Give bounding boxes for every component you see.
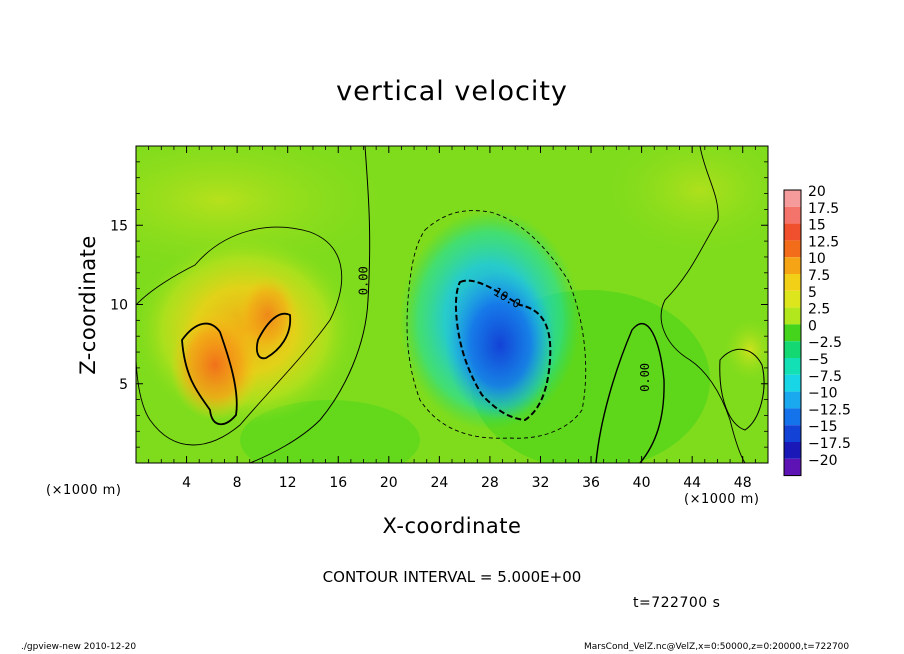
colorbar-label: 17.5 bbox=[808, 201, 839, 217]
y-tick-label: 5 bbox=[119, 377, 128, 393]
colorbar-cell bbox=[784, 358, 801, 375]
colorbar-cell bbox=[784, 257, 801, 274]
x-tick-label: 40 bbox=[633, 475, 651, 491]
colorbar-label: 2.5 bbox=[808, 302, 830, 318]
colorbar-cell bbox=[784, 341, 801, 358]
colorbar-label: −12.5 bbox=[808, 402, 851, 418]
x-unit-label: (×1000 m) bbox=[684, 492, 760, 507]
z-unit-label: (×1000 m) bbox=[46, 483, 122, 498]
colorbar-label: 10 bbox=[808, 251, 826, 267]
contour-label: 0.00 bbox=[638, 363, 652, 392]
colorbar-cell bbox=[784, 324, 801, 342]
y-axis: 5 10 15 bbox=[110, 161, 768, 448]
colorbar-cell bbox=[784, 374, 801, 392]
colorbar-label: 15 bbox=[808, 218, 826, 234]
colorbar-label: −5 bbox=[808, 352, 829, 368]
colorbar-label: 5 bbox=[808, 285, 817, 301]
colorbar-cell bbox=[784, 223, 801, 241]
y-axis-label: Z-coordinate bbox=[76, 235, 100, 375]
colorbar-label: 20 bbox=[808, 184, 826, 200]
footer-right: MarsCond_VelZ.nc@VelZ,x=0:50000,z=0:2000… bbox=[584, 642, 850, 652]
colorbar-cell bbox=[784, 391, 801, 409]
x-tick-label: 36 bbox=[582, 475, 600, 491]
colorbar-cell bbox=[784, 240, 801, 258]
velocity-field bbox=[136, 146, 768, 463]
y-tick-label: 10 bbox=[110, 298, 128, 314]
x-axis-label: X-coordinate bbox=[382, 514, 522, 538]
colorbar-cell bbox=[784, 206, 801, 224]
colorbar-label: −10 bbox=[808, 386, 838, 402]
colorbar: 2017.51512.5107.552.50−2.5−5−7.5−10−12.5… bbox=[783, 184, 851, 477]
colorbar-label: 12.5 bbox=[808, 234, 839, 250]
colorbar-label: −20 bbox=[808, 453, 838, 469]
time-label: t=722700 s bbox=[633, 595, 721, 611]
x-axis: 4 8 12 16 20 24 28 32 36 40 44 48 bbox=[148, 146, 756, 491]
x-tick-label: 20 bbox=[380, 475, 398, 491]
contour-lines bbox=[136, 146, 765, 463]
x-tick-label: 32 bbox=[532, 475, 550, 491]
colorbar-label: −17.5 bbox=[808, 436, 851, 452]
chart-title: vertical velocity bbox=[336, 76, 568, 107]
colorbar-cell bbox=[784, 190, 801, 207]
colorbar-label: −2.5 bbox=[808, 335, 842, 351]
footer-left: ./gpview-new 2010-12-20 bbox=[21, 642, 137, 652]
colorbar-label: 7.5 bbox=[808, 268, 830, 284]
x-tick-label: 44 bbox=[683, 475, 701, 491]
y-tick-label: 15 bbox=[110, 218, 128, 234]
x-tick-label: 4 bbox=[182, 475, 191, 491]
colorbar-frame bbox=[783, 189, 802, 477]
x-tick-label: 8 bbox=[233, 475, 242, 491]
contour-label: 0.00 bbox=[356, 266, 370, 295]
colorbar-cell bbox=[784, 425, 801, 442]
colorbar-label: 0 bbox=[808, 318, 817, 334]
contour-interval: CONTOUR INTERVAL = 5.000E+00 bbox=[322, 568, 582, 586]
colorbar-cell bbox=[784, 274, 801, 291]
colorbar-cell bbox=[784, 290, 801, 308]
x-tick-label: 12 bbox=[279, 475, 297, 491]
x-tick-label: 28 bbox=[481, 475, 499, 491]
colorbar-cell bbox=[784, 458, 801, 476]
colorbar-label: −7.5 bbox=[808, 369, 842, 385]
x-tick-label: 24 bbox=[430, 475, 448, 491]
x-tick-label: 48 bbox=[734, 475, 752, 491]
colorbar-cell bbox=[784, 442, 801, 459]
colorbar-cell bbox=[784, 408, 801, 426]
colorbar-cell bbox=[784, 307, 801, 325]
colorbar-label: −15 bbox=[808, 419, 838, 435]
x-tick-label: 16 bbox=[329, 475, 347, 491]
